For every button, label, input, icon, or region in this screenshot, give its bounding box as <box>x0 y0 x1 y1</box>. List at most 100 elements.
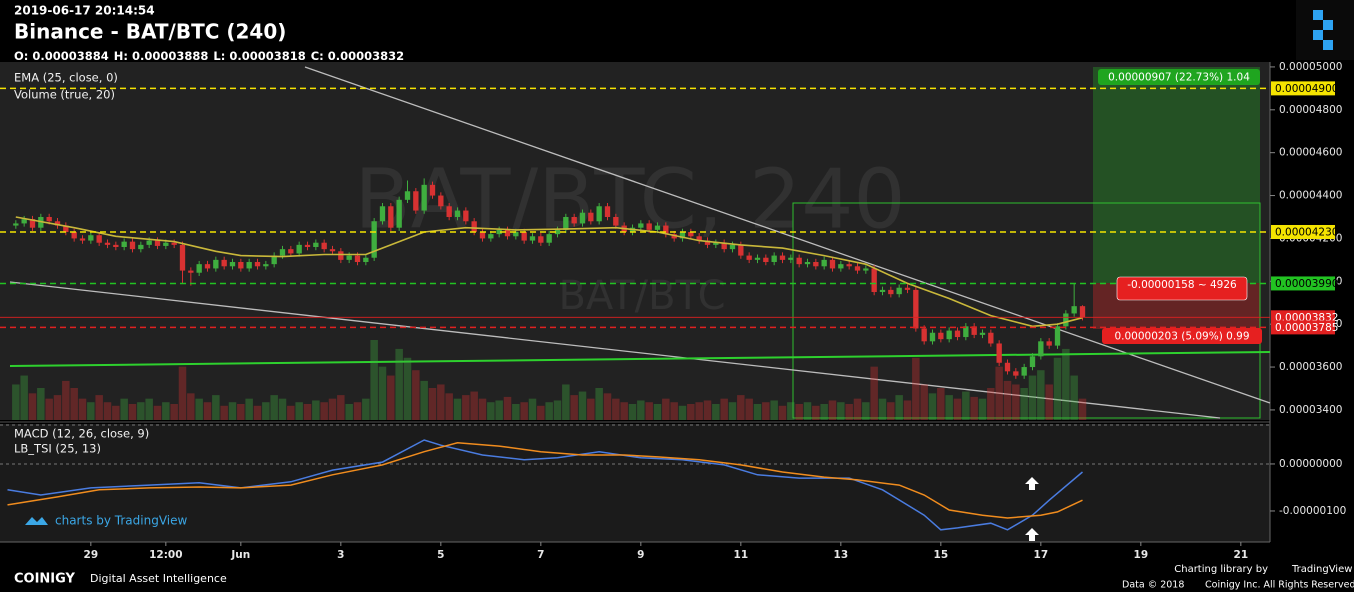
annotation-box <box>1102 328 1262 344</box>
candle-body <box>204 264 211 269</box>
arrow-marker <box>1025 477 1039 490</box>
indicator-legend: Volume (true, 20) <box>14 88 115 102</box>
candle-body <box>1013 371 1019 376</box>
candle-body <box>513 231 519 237</box>
candle-body <box>754 257 761 260</box>
candle-body <box>1029 356 1036 368</box>
volume-bar <box>845 404 853 420</box>
candle-body <box>288 249 294 254</box>
profit-zone <box>1093 67 1260 283</box>
volume-bar <box>970 396 978 420</box>
volume-bar <box>987 388 995 420</box>
volume-bar <box>937 388 945 420</box>
volume-bar <box>753 404 762 420</box>
volume-bar <box>1078 398 1087 420</box>
x-tick-label: 9 <box>637 549 644 561</box>
candle-body <box>221 259 227 267</box>
volume-bar <box>1070 375 1078 420</box>
candle-body <box>296 244 302 254</box>
volume-bar <box>612 398 620 420</box>
candle-body <box>696 236 702 241</box>
candle-body <box>871 268 877 293</box>
volume-bar <box>862 402 870 420</box>
volume-bar <box>903 400 912 420</box>
candle-body <box>88 235 94 241</box>
annotation: 0.00000907 (22.73%) 1.04 <box>1108 72 1250 84</box>
price-level-label: 0.00003990 <box>1275 278 1338 290</box>
candle-body <box>338 251 344 260</box>
candle-body <box>346 255 352 260</box>
volume-bar <box>53 395 62 420</box>
candle-body <box>938 332 944 340</box>
logo <box>1296 0 1354 60</box>
volume-bar <box>220 405 228 420</box>
volume-bar <box>270 395 278 420</box>
volume-bar <box>495 400 503 420</box>
volume-bar <box>978 398 987 420</box>
candle-body <box>721 242 727 250</box>
candle-body <box>971 326 977 335</box>
volume-bar <box>812 405 820 420</box>
volume-bar <box>537 405 545 420</box>
candle-body <box>13 223 19 226</box>
volume-bar <box>678 405 687 420</box>
candle-body <box>771 255 777 263</box>
indicator-legend: LB_TSI (25, 13) <box>14 442 101 456</box>
volume-bar <box>253 405 262 420</box>
volume-bar <box>278 398 287 420</box>
candle-body <box>321 242 327 250</box>
x-tick-label: 11 <box>734 549 749 561</box>
annotation-box <box>1116 276 1248 301</box>
volume-bar <box>170 404 178 420</box>
candle-body <box>804 262 811 265</box>
candle-body <box>188 270 194 273</box>
candle-body <box>996 343 1002 363</box>
volume-bar <box>237 404 245 420</box>
candle-body <box>171 242 177 245</box>
candle-body <box>263 264 269 267</box>
price-level-label: 0.00003785 <box>1275 322 1338 334</box>
volume-bar <box>687 404 695 420</box>
candle-body <box>446 206 452 217</box>
logo-square <box>1313 10 1323 20</box>
volume-bar <box>1045 384 1053 420</box>
volume-bar <box>37 388 45 420</box>
logo-square <box>1323 20 1333 30</box>
candle-body <box>213 259 219 269</box>
y-tick-label: 0.00004600 <box>1279 147 1342 159</box>
volume-bar <box>895 395 903 420</box>
candle-body <box>121 241 127 248</box>
x-tick-label: 12:00 <box>149 549 182 561</box>
candle-body <box>604 206 611 217</box>
arrow-marker <box>1025 528 1039 541</box>
candle-body <box>713 242 719 245</box>
volume-bar <box>328 398 337 420</box>
volume-bar <box>70 388 78 420</box>
candle-body <box>1038 341 1044 357</box>
candle-body <box>854 266 861 271</box>
ohlc-label: H: <box>114 49 128 63</box>
volume-bar <box>178 366 187 420</box>
candle-body <box>471 221 477 232</box>
volume-bar <box>428 388 437 420</box>
candle-body <box>1063 313 1069 327</box>
candle-body <box>46 216 52 222</box>
candle-body <box>888 289 894 295</box>
timestamp: 2019-06-17 20:14:54 <box>14 4 155 18</box>
volume-bar <box>628 404 637 420</box>
candle-body <box>229 262 236 267</box>
candle-body <box>496 229 502 235</box>
y-tick-label: 0.00003600 <box>1279 361 1342 373</box>
volume-bar <box>303 404 312 420</box>
ohlc-line: O: 0.00003884 H: 0.00003888 L: 0.00003818 C: 0.… <box>14 49 404 63</box>
candle-body <box>421 184 427 211</box>
volume-bar <box>762 402 770 420</box>
candle-body <box>763 257 769 263</box>
volume-bar <box>362 398 370 420</box>
candle-body <box>279 249 286 256</box>
candle-body <box>863 268 869 271</box>
ohlc-label: C: <box>311 49 324 63</box>
candle-body <box>838 264 844 269</box>
candle-body <box>113 244 119 248</box>
tv-badge-icon <box>25 517 48 525</box>
